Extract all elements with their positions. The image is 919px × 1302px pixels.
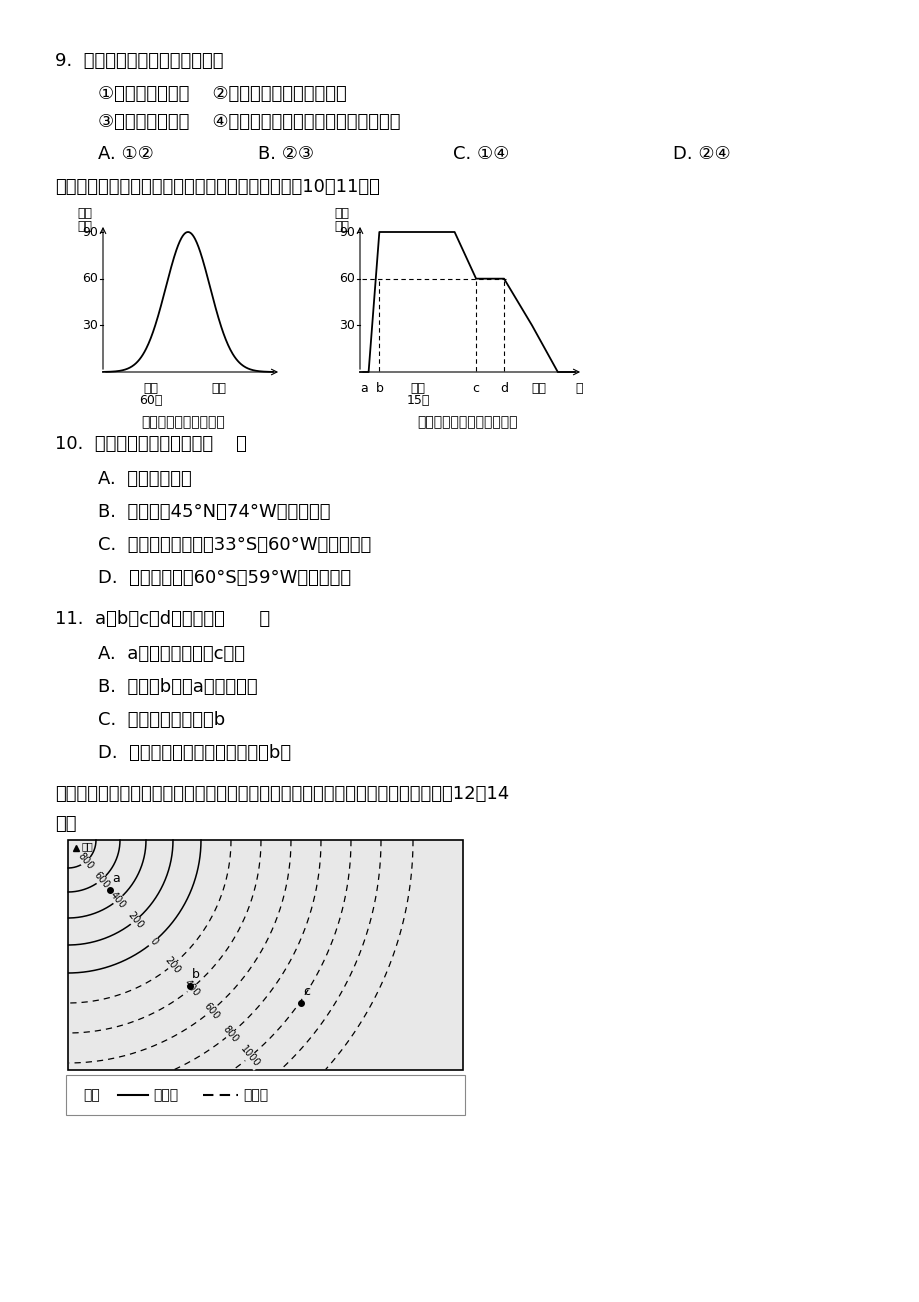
Text: 800: 800 (76, 852, 96, 872)
Text: 南: 南 (575, 381, 583, 395)
Text: 南纬: 南纬 (410, 381, 425, 395)
Text: 200: 200 (163, 954, 182, 975)
Text: 10.  此时可能出现的现象是（    ）: 10. 此时可能出现的现象是（ ） (55, 435, 246, 453)
Text: D.  南极长城站（60°S、59°W）夜幕深沉: D. 南极长城站（60°S、59°W）夜幕深沉 (75, 569, 351, 587)
Text: 正午太阳高度随纬度的变化: 正午太阳高度随纬度的变化 (417, 415, 517, 428)
Text: a: a (112, 872, 119, 885)
Text: ①包括地壳和地幔    ②主要是由各种岩石组成的: ①包括地壳和地幔 ②主要是由各种岩石组成的 (75, 85, 346, 103)
Text: 600: 600 (92, 870, 111, 891)
Text: 下图为北半球沿海某区域等值线图（图中数据表示海拔高度，单位为米）。完成下面12～14: 下图为北半球沿海某区域等值线图（图中数据表示海拔高度，单位为米）。完成下面12～… (55, 785, 509, 803)
Text: 等高线: 等高线 (153, 1088, 178, 1101)
Text: 400: 400 (108, 889, 128, 910)
Text: b: b (192, 967, 199, 980)
Text: 题。: 题。 (55, 815, 76, 833)
Bar (68, 840, 462, 1070)
Text: 读下列太阳高度随经度和纬度变化示意图，回答下列10～11题。: 读下列太阳高度随经度和纬度变化示意图，回答下列10～11题。 (55, 178, 380, 197)
Text: 1000: 1000 (238, 1044, 261, 1069)
Text: 90: 90 (339, 225, 355, 238)
Text: D. ②④: D. ②④ (650, 145, 730, 163)
Text: 60: 60 (339, 272, 355, 285)
Text: 图例: 图例 (83, 1088, 99, 1101)
Text: 太阳: 太阳 (335, 207, 349, 220)
Bar (66, 1075, 464, 1115)
Text: 200: 200 (126, 910, 145, 931)
Text: 11.  a、b、c、d四点比较（      ）: 11. a、b、c、d四点比较（ ） (55, 611, 270, 628)
Text: 纬度: 纬度 (530, 381, 545, 395)
Text: C.  四点白昼最长的是b: C. 四点白昼最长的是b (75, 711, 225, 729)
Text: A.  a点自转线速度比c点小: A. a点自转线速度比c点小 (75, 644, 244, 663)
Text: 太阳: 太阳 (77, 207, 93, 220)
Text: 高度: 高度 (335, 220, 349, 233)
Text: 9.  有关岩石圈的叙述，正确的是: 9. 有关岩石圈的叙述，正确的是 (55, 52, 223, 70)
Text: 15度: 15度 (406, 395, 429, 408)
Text: 800: 800 (221, 1023, 240, 1044)
Text: ③位于软流层以上    ④厚度不一，大陆部分薄，大洋部分厚: ③位于软流层以上 ④厚度不一，大陆部分薄，大洋部分厚 (75, 113, 400, 132)
Text: 600: 600 (201, 1000, 221, 1021)
Text: c: c (472, 381, 479, 395)
Text: b: b (375, 381, 383, 395)
Text: 太阳高度随经度的变化: 太阳高度随经度的变化 (141, 415, 224, 428)
Text: B.  多伦多（45°N，74°W）夕阳西下: B. 多伦多（45°N，74°W）夕阳西下 (75, 503, 330, 521)
Text: 等深线: 等深线 (243, 1088, 267, 1101)
Text: A.  北京旭日东升: A. 北京旭日东升 (75, 470, 191, 488)
Text: D.  一年中昼夜长短相差最小的是b点: D. 一年中昼夜长短相差最小的是b点 (75, 743, 290, 762)
Text: 山顶: 山顶 (82, 841, 94, 852)
Text: B.  这一天b点比a点晚见日出: B. 这一天b点比a点晚见日出 (75, 678, 257, 697)
Text: 高度: 高度 (77, 220, 93, 233)
Text: a: a (360, 381, 368, 395)
Text: 经度: 经度 (210, 381, 226, 395)
Text: A. ①②: A. ①② (75, 145, 153, 163)
Text: d: d (500, 381, 507, 395)
Text: c: c (303, 986, 310, 999)
Text: C.  布宜诺斯艾利斯（33°S，60°W）艳阳高照: C. 布宜诺斯艾利斯（33°S，60°W）艳阳高照 (75, 536, 371, 553)
Text: 400: 400 (182, 978, 201, 999)
Text: 30: 30 (82, 319, 98, 332)
Text: 90: 90 (82, 225, 98, 238)
Text: C. ①④: C. ①④ (429, 145, 509, 163)
Text: 60: 60 (82, 272, 98, 285)
Text: 60度: 60度 (139, 395, 162, 408)
Text: 0: 0 (148, 936, 159, 948)
Text: B. ②③: B. ②③ (234, 145, 313, 163)
Text: 30: 30 (339, 319, 355, 332)
Text: 西经: 西经 (143, 381, 158, 395)
